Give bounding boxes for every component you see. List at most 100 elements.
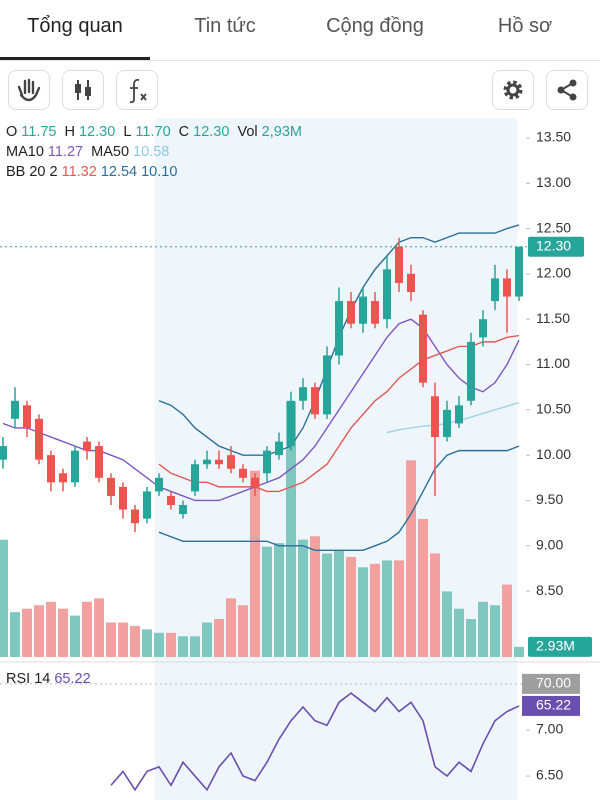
candle-body xyxy=(275,441,283,456)
rsi-tick-label: 70.00 xyxy=(536,675,571,691)
legend-value: 11.70 xyxy=(135,124,171,140)
y-tick-label: 8.50 xyxy=(536,582,563,598)
candle-body xyxy=(155,477,163,492)
volume-bar xyxy=(250,470,260,657)
volume-bar xyxy=(274,543,284,657)
y-tick-label: 13.00 xyxy=(536,174,571,190)
ma-legend: MA10 11.27 MA50 10.58 xyxy=(6,144,173,160)
legend-key: RSI 14 xyxy=(6,671,51,687)
candle-body xyxy=(47,455,55,483)
legend-key: Vol xyxy=(237,124,258,140)
candle-body xyxy=(503,278,511,297)
y-tick-label: 9.00 xyxy=(536,537,563,553)
rsi-value-label: 65.22 xyxy=(536,697,571,713)
volume-bar xyxy=(442,591,452,657)
y-tick-label: 9.50 xyxy=(536,491,563,507)
indicator-tool[interactable] xyxy=(116,70,158,110)
legend-key: MA50 xyxy=(91,144,130,160)
candle-body xyxy=(251,477,259,487)
tab[interactable]: Tin tức xyxy=(194,15,256,37)
volume-bar xyxy=(466,619,476,657)
volume-bar xyxy=(166,632,176,657)
volume-bar xyxy=(334,550,344,657)
selection-band xyxy=(155,118,517,800)
legend-value: 11.27 xyxy=(47,144,84,160)
candle-body xyxy=(431,396,439,438)
candle-tool[interactable] xyxy=(62,70,104,110)
volume-bar xyxy=(142,629,152,657)
candle-body xyxy=(239,468,247,478)
rsi-level-box xyxy=(522,673,580,694)
rsi-line xyxy=(110,692,520,792)
candle-body xyxy=(191,464,199,492)
candle-body xyxy=(491,278,499,302)
settings[interactable] xyxy=(492,70,534,110)
candle-body xyxy=(23,405,31,428)
tab[interactable]: Hồ sơ xyxy=(497,15,553,37)
y-tick-label: 13.50 xyxy=(536,129,571,145)
candle-body xyxy=(143,491,151,519)
candle-body xyxy=(167,495,175,506)
candle-body xyxy=(119,486,127,510)
indicator-line xyxy=(158,445,520,552)
candle-body xyxy=(59,473,67,483)
legend-value: 2,93M xyxy=(261,124,302,140)
candle-body xyxy=(407,273,415,293)
legend-value: 12.54 xyxy=(100,164,138,180)
rsi-value-box xyxy=(522,695,580,716)
volume-bar xyxy=(322,553,332,657)
legend-key: L xyxy=(123,124,132,140)
volume-bar xyxy=(286,401,296,657)
icon xyxy=(17,78,41,102)
volume-bar xyxy=(58,608,68,657)
volume-bar xyxy=(0,539,8,657)
legend-value: 10.58 xyxy=(133,144,170,160)
legend-key: H xyxy=(64,124,76,140)
volume-bar xyxy=(502,584,512,657)
volume-bar xyxy=(22,608,32,657)
candle-body xyxy=(71,450,79,483)
candle-body xyxy=(263,450,271,474)
indicator-line xyxy=(386,401,520,434)
y-tick-label: 10.50 xyxy=(536,401,571,417)
tab[interactable]: Cộng đồng xyxy=(326,15,424,37)
tab[interactable]: Tổng quan xyxy=(0,0,150,60)
y-tick-label: 12.50 xyxy=(536,219,571,235)
y-tick-label: 10.00 xyxy=(536,446,571,462)
legend-key: O xyxy=(6,124,18,140)
candle-body xyxy=(479,319,487,338)
volume-bar xyxy=(70,615,80,657)
volume-bar xyxy=(154,632,164,657)
candle-body xyxy=(419,314,427,383)
volume-bar xyxy=(238,605,248,657)
hand-tool[interactable] xyxy=(8,70,50,110)
indicator-line xyxy=(158,334,520,493)
volume-bar xyxy=(46,601,56,657)
volume-bar xyxy=(346,556,356,657)
share[interactable] xyxy=(546,70,588,110)
candle-body xyxy=(467,341,475,401)
candle-body xyxy=(0,446,7,460)
candle-body xyxy=(395,246,403,283)
candle-body xyxy=(131,509,139,524)
candle-body xyxy=(335,301,343,356)
volume-bar xyxy=(358,567,368,657)
last-price-label: 12.30 xyxy=(536,237,571,253)
candle-body xyxy=(371,301,379,324)
volume-bar xyxy=(130,625,140,657)
legend-key: BB 20 2 xyxy=(6,164,58,180)
candle-body xyxy=(323,355,331,415)
bb-legend: BB 20 2 11.32 12.54 10.10 xyxy=(6,164,181,180)
candle-body xyxy=(311,387,319,415)
candle-body xyxy=(383,269,391,320)
volume-bar xyxy=(406,460,416,657)
volume-bar xyxy=(190,636,200,657)
legend-value: 12.30 xyxy=(79,124,116,140)
volume-bar xyxy=(370,563,380,657)
volume-bar xyxy=(514,646,524,657)
icon xyxy=(75,80,91,100)
volume-bar xyxy=(298,539,308,657)
legend-key: MA10 xyxy=(6,144,44,160)
candle-body xyxy=(107,477,115,496)
